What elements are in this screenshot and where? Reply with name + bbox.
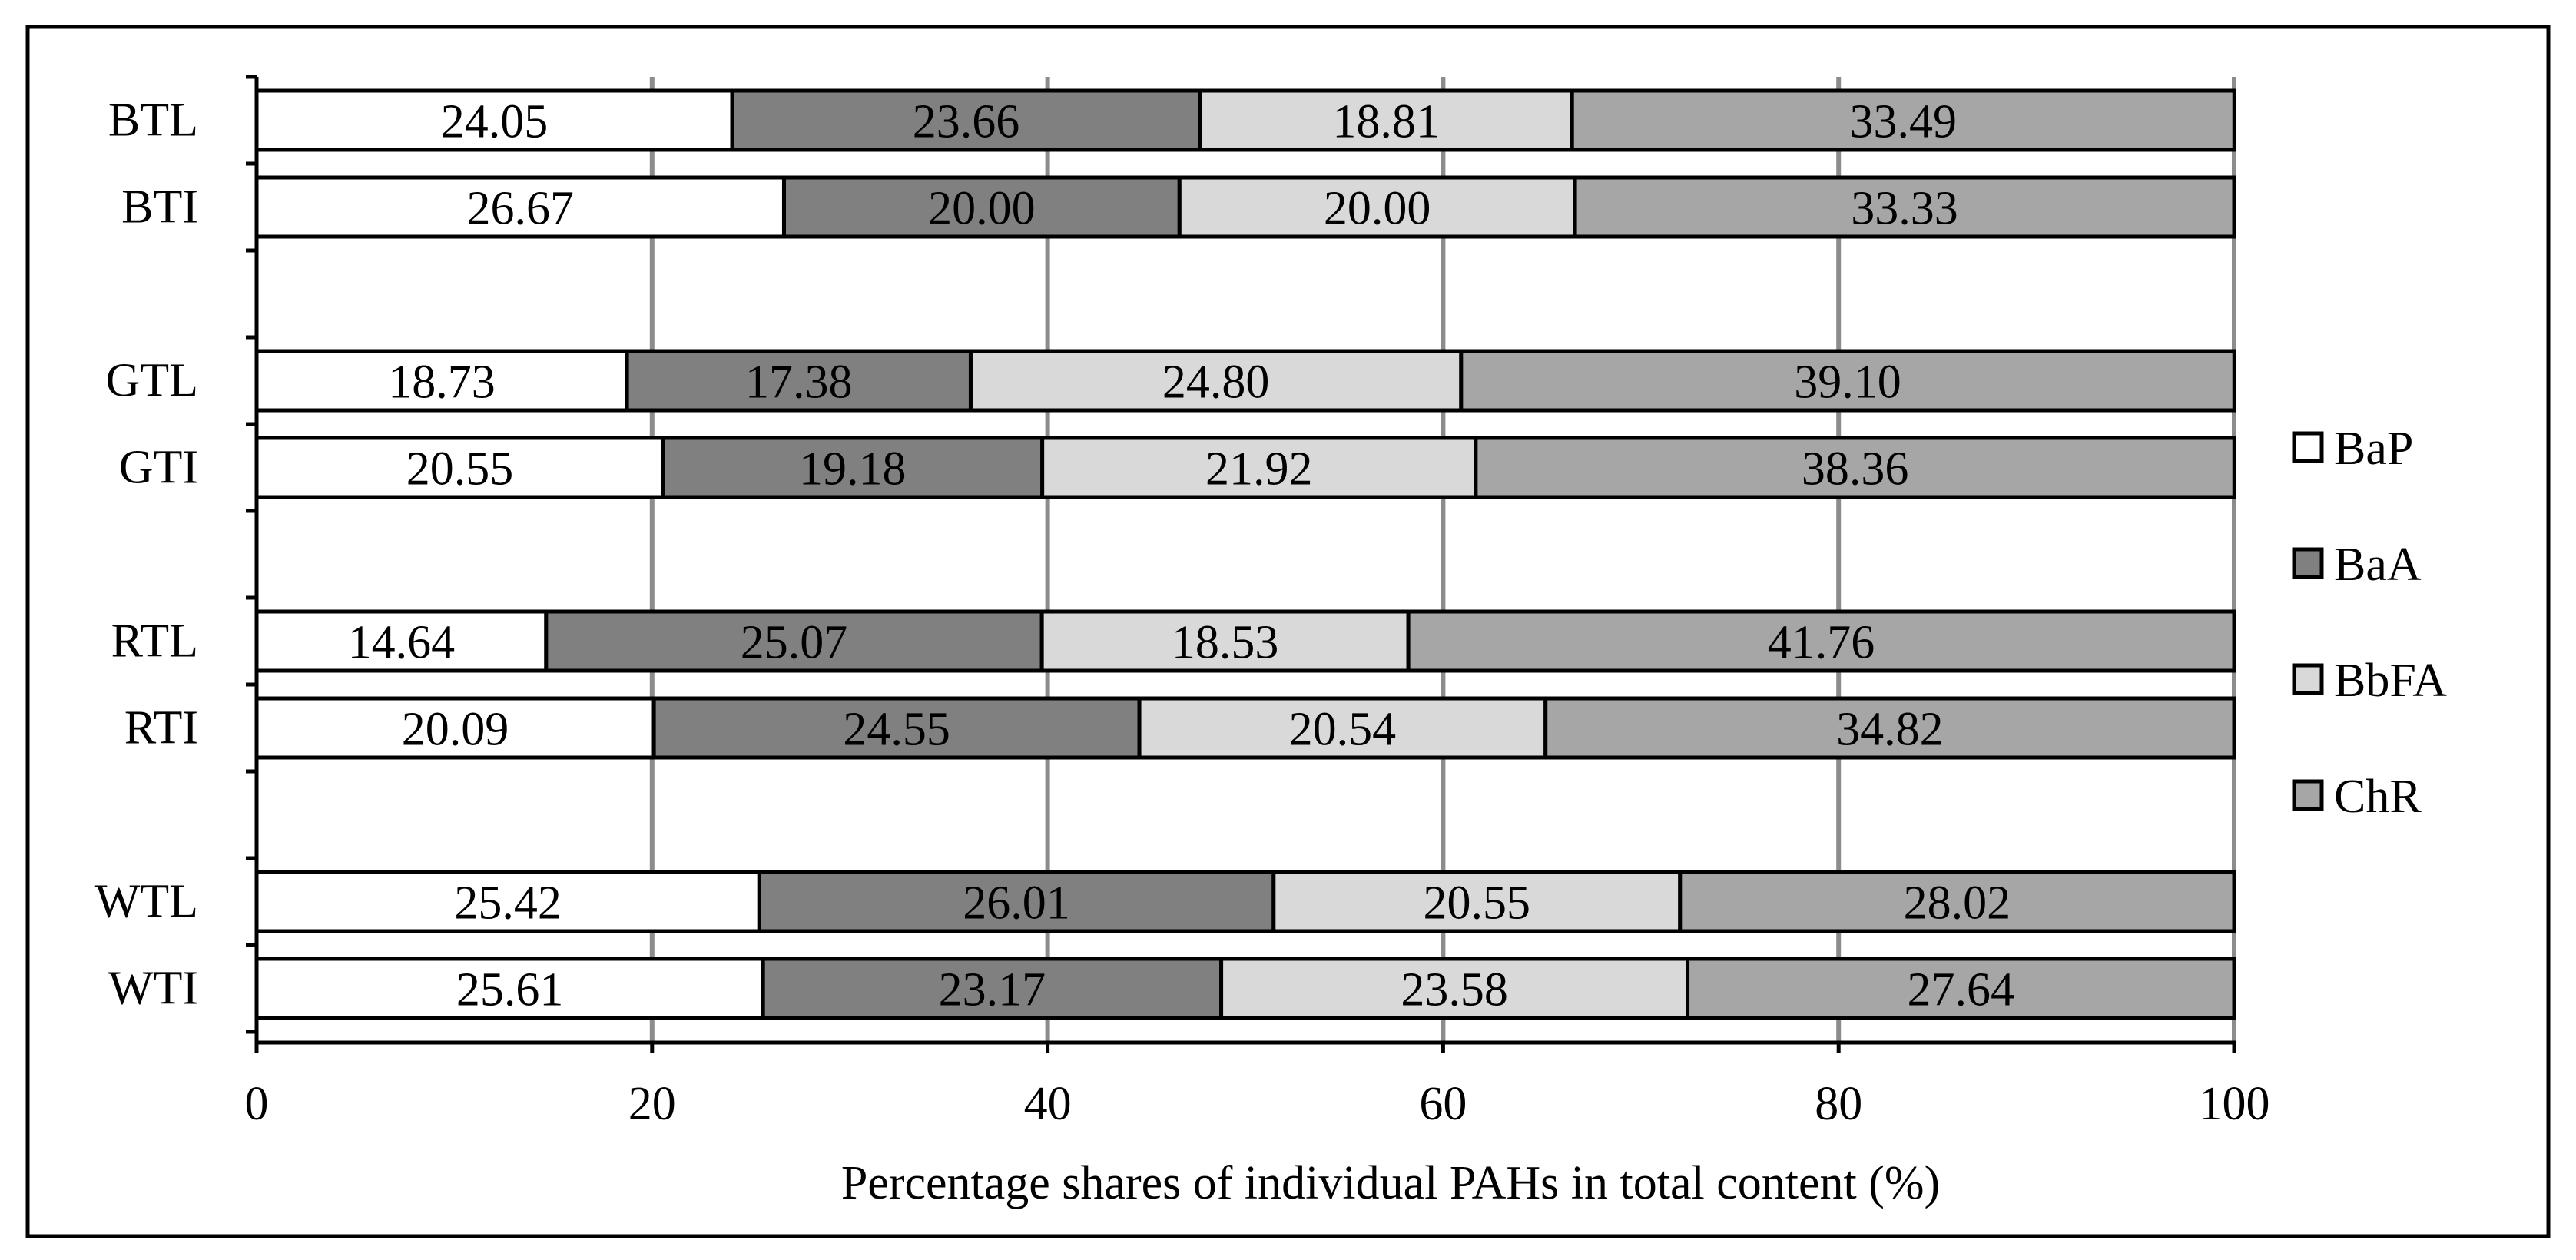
bar-BTL-ChR xyxy=(1570,88,2236,152)
legend-label: BaA xyxy=(2334,539,2422,591)
data-label: 41.76 xyxy=(1768,617,1875,669)
data-label: 18.81 xyxy=(1332,96,1440,148)
axes: BTL BTI GTL GTI RTL RTI WTL WTI 0 20 40 60 80 100 xyxy=(95,75,2270,1130)
x-tick-label: 80 xyxy=(1815,1078,1862,1130)
legend: BaP BaA BbFA ChR xyxy=(2292,423,2447,823)
x-tick-label: 100 xyxy=(2199,1078,2270,1130)
legend-swatch-BbFA xyxy=(2292,663,2324,695)
data-label: 21.92 xyxy=(1205,443,1313,496)
data-label: 23.58 xyxy=(1401,964,1508,1016)
data-label: 18.53 xyxy=(1172,617,1279,669)
category-label: GTI xyxy=(119,442,198,494)
x-axis-title: Percentage shares of individual PAHs in … xyxy=(841,1157,1940,1209)
data-label: 17.38 xyxy=(745,356,853,409)
x-tick-label: 60 xyxy=(1419,1078,1467,1130)
data-label: 28.02 xyxy=(1904,877,2011,930)
bar-BTL-BbFA xyxy=(1198,88,1574,152)
bar-BTI-BaP xyxy=(254,175,786,239)
data-label: 26.01 xyxy=(963,877,1070,930)
data-label: 14.64 xyxy=(348,617,456,669)
data-label: 39.10 xyxy=(1794,356,1901,409)
bar-GTL-BbFA xyxy=(968,349,1464,413)
bar-BTL-BaA xyxy=(730,88,1202,152)
category-label: RTI xyxy=(124,702,198,754)
bar-WTI-BaP xyxy=(254,957,765,1020)
data-label: 27.64 xyxy=(1908,964,2015,1016)
bar-GTI-ChR xyxy=(1474,436,2236,499)
chart-frame xyxy=(25,25,2551,1238)
data-label: 38.36 xyxy=(1802,443,1909,496)
bar-RTI-BbFA xyxy=(1137,696,1548,760)
category-label: WTI xyxy=(108,963,198,1015)
data-label: 20.00 xyxy=(1324,183,1431,235)
bar-RTL-BbFA xyxy=(1039,609,1411,673)
category-label: BTI xyxy=(121,181,198,234)
bar-RTI-ChR xyxy=(1543,696,2236,760)
x-tick-label: 0 xyxy=(245,1078,269,1130)
bar-GTL-ChR xyxy=(1459,349,2236,413)
data-label: 33.49 xyxy=(1849,96,1957,148)
data-label: 18.73 xyxy=(388,356,496,409)
data-label: 25.07 xyxy=(741,617,848,669)
bar-BTI-BaA xyxy=(781,175,1182,239)
legend-swatch-BaA xyxy=(2292,547,2324,579)
data-label: 26.67 xyxy=(466,183,574,235)
data-label: 24.05 xyxy=(441,96,549,148)
data-label: 19.18 xyxy=(799,443,907,496)
data-label: 20.00 xyxy=(928,183,1036,235)
bar-BTI-ChR xyxy=(1573,175,2236,239)
bar-WTL-ChR xyxy=(1678,870,2236,933)
category-label: BTL xyxy=(108,94,198,147)
bar-GTI-BaA xyxy=(661,436,1045,499)
data-label: 24.80 xyxy=(1162,356,1270,409)
x-tick-label: 40 xyxy=(1024,1078,1072,1130)
bar-GTI-BaP xyxy=(254,436,665,499)
data-label: 20.55 xyxy=(406,443,514,496)
data-label: 25.42 xyxy=(454,877,562,930)
bar-RTL-ChR xyxy=(1406,609,2236,673)
data-label: 23.17 xyxy=(939,964,1046,1016)
data-label: 20.55 xyxy=(1424,877,1531,930)
category-label: GTL xyxy=(105,355,198,407)
data-label: 20.54 xyxy=(1289,704,1397,756)
data-label: 24.55 xyxy=(843,704,950,756)
bar-WTL-BaA xyxy=(757,870,1276,933)
legend-label: BaP xyxy=(2334,423,2413,475)
bar-RTI-BaA xyxy=(651,696,1142,760)
bar-WTI-BbFA xyxy=(1219,957,1690,1020)
legend-label: ChR xyxy=(2334,771,2422,823)
data-label: 20.09 xyxy=(402,704,509,756)
bar-WTI-BaA xyxy=(761,957,1224,1020)
bar-WTI-ChR xyxy=(1686,957,2236,1020)
bars: 24.05 23.66 18.81 33.49 26.67 20.00 20.00 33.33… xyxy=(254,88,2236,1020)
data-label: 34.82 xyxy=(1836,704,1944,756)
category-label: WTL xyxy=(95,876,198,928)
data-label: 23.66 xyxy=(913,96,1020,148)
legend-label: BbFA xyxy=(2334,655,2447,707)
data-label: 25.61 xyxy=(456,964,564,1016)
x-tick-label: 20 xyxy=(628,1078,676,1130)
bar-BTI-BbFA xyxy=(1177,175,1577,239)
category-label: RTL xyxy=(111,615,198,668)
bar-GTI-BbFA xyxy=(1040,436,1478,499)
legend-swatch-ChR xyxy=(2292,779,2324,811)
bar-GTL-BaP xyxy=(254,349,629,413)
bar-GTL-BaA xyxy=(625,349,973,413)
legend-swatch-BaP xyxy=(2292,431,2324,463)
data-label: 33.33 xyxy=(1851,183,1958,235)
